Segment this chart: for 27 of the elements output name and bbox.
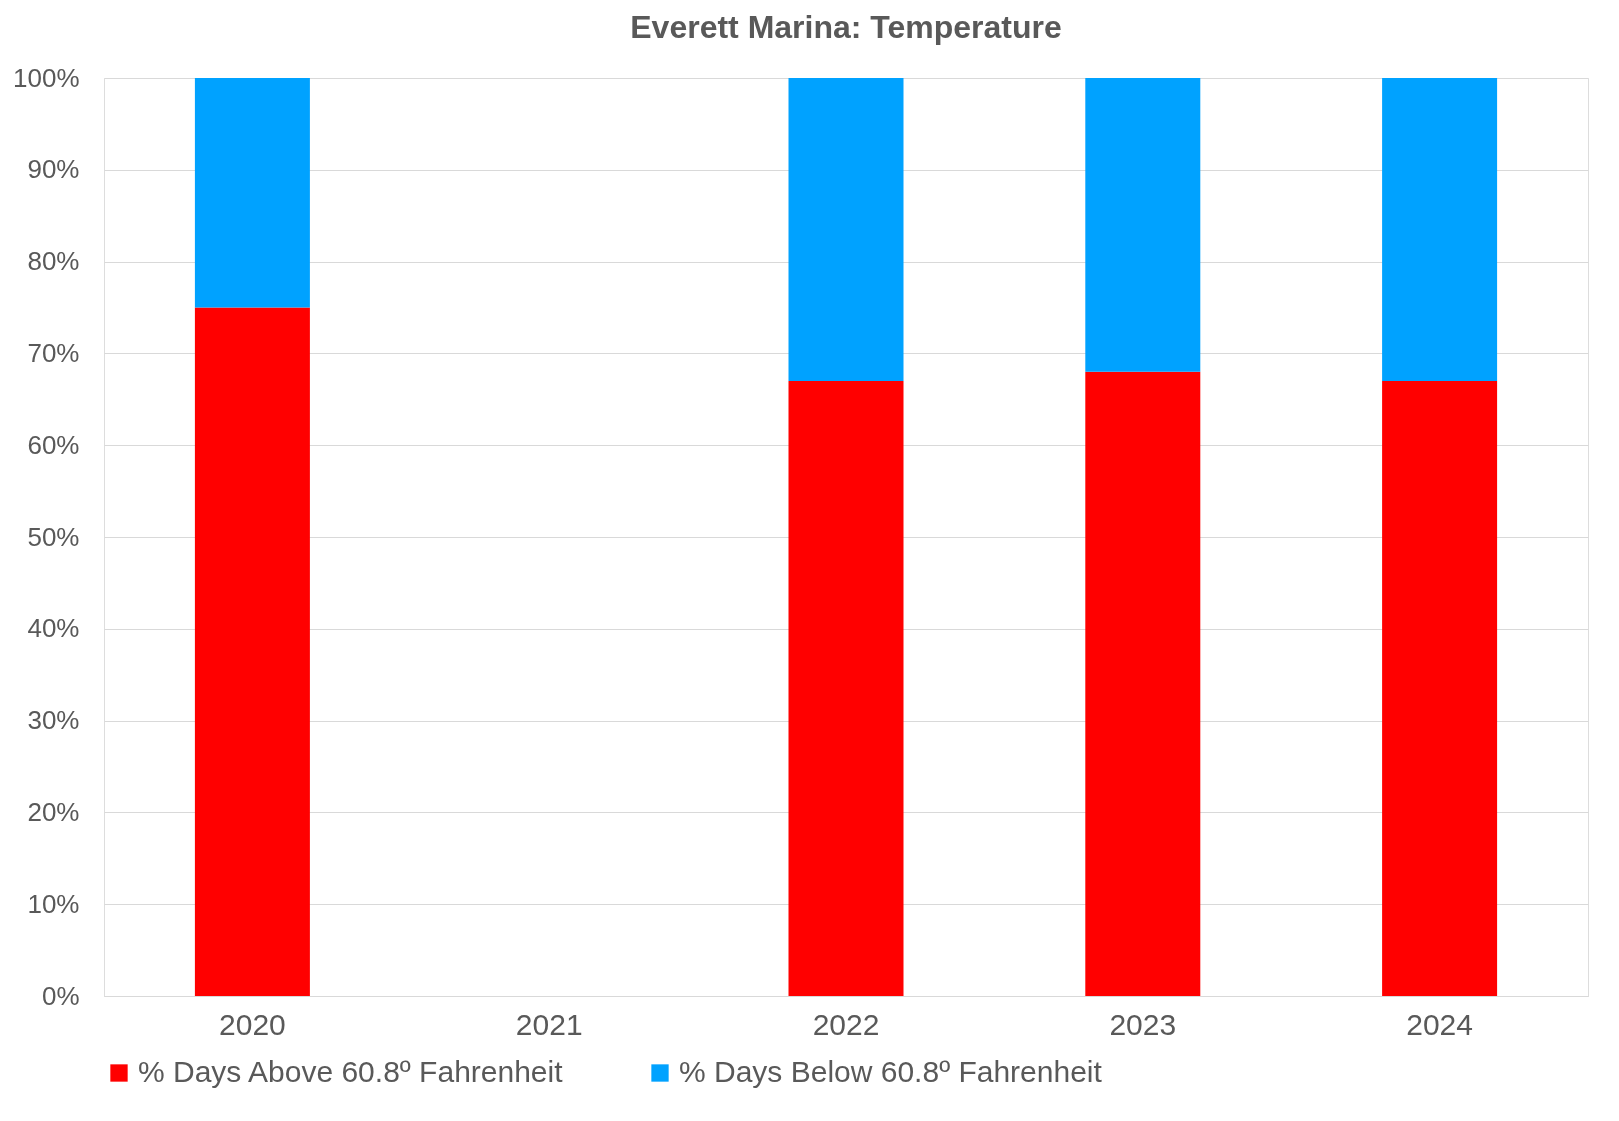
y-tick-label: 70% — [27, 337, 80, 368]
bar — [1382, 78, 1498, 381]
y-tick-label: 50% — [27, 521, 80, 552]
y-tick-label: 20% — [27, 796, 80, 827]
bar — [1085, 371, 1201, 996]
legend-label: % Days Above 60.8º Fahrenheit — [138, 1055, 564, 1088]
bar — [1382, 380, 1498, 996]
y-tick-label: 40% — [27, 613, 80, 644]
x-tick-label: 2024 — [1406, 1007, 1473, 1041]
x-tick-label: 2023 — [1109, 1007, 1177, 1041]
y-tick-label: 100% — [13, 62, 80, 93]
y-tick-label: 80% — [27, 246, 80, 277]
y-tick-label: 90% — [27, 154, 80, 185]
chart-title: Everett Marina: Temperature — [630, 9, 1062, 45]
bar — [194, 78, 310, 308]
x-tick-label: 2020 — [219, 1007, 286, 1041]
y-tick-label: 30% — [27, 705, 80, 736]
y-tick-label: 0% — [41, 980, 80, 1011]
bar — [788, 380, 904, 996]
bar — [1085, 78, 1201, 372]
legend-label: % Days Below 60.8º Fahrenheit — [679, 1055, 1103, 1088]
x-tick-label: 2021 — [515, 1007, 583, 1041]
y-tick-label: 10% — [27, 888, 80, 919]
bar — [194, 307, 310, 996]
y-tick-label: 60% — [27, 429, 80, 460]
bar — [788, 78, 904, 381]
x-tick-label: 2022 — [812, 1007, 880, 1041]
